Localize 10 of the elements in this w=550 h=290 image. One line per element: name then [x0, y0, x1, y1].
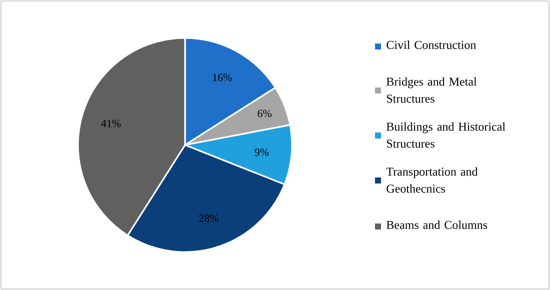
legend-label: Civil Construction	[386, 40, 476, 49]
data-label: 41%	[101, 120, 121, 128]
legend-label: Bridges and Metal Structures	[386, 77, 477, 103]
legend-label: Beams and Columns	[386, 220, 488, 229]
data-label: 28%	[199, 214, 219, 222]
data-label: 6%	[258, 110, 272, 118]
data-label: 9%	[254, 148, 269, 156]
legend-label: Buildings and Historical Structures	[386, 122, 506, 148]
legend-label: Transportation and Geothecnics	[386, 167, 478, 193]
data-label: 16%	[213, 74, 232, 82]
